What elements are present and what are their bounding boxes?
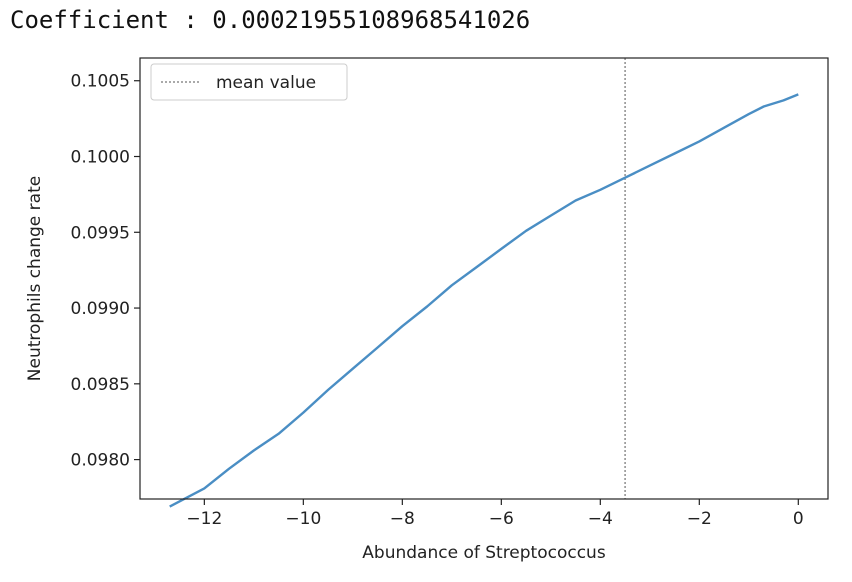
x-tick-label: −8	[390, 509, 415, 529]
y-tick-label: 0.0995	[71, 223, 130, 243]
y-axis-label: Neutrophils change rate	[25, 176, 45, 381]
x-axis: −12 −10 −8 −6 −4 −2 0	[186, 499, 804, 529]
y-tick-label: 0.1005	[71, 72, 130, 92]
x-axis-label: Abundance of Streptococcus	[362, 543, 606, 563]
y-tick-label: 0.1000	[71, 148, 130, 168]
plot-frame	[139, 57, 829, 500]
x-tick-label: −10	[285, 509, 321, 529]
legend: mean value	[150, 63, 348, 101]
x-tick-label: −4	[588, 509, 613, 529]
x-tick-label: −12	[186, 509, 222, 529]
plot-area	[140, 58, 828, 499]
x-tick-label: −2	[687, 509, 712, 529]
x-tick-label: 0	[793, 509, 804, 529]
series-group	[169, 93, 799, 508]
legend-entry-mean-value: mean value	[216, 73, 316, 93]
coefficient-header: Coefficient : 0.00021955108968541026	[10, 6, 531, 34]
legend-box	[150, 63, 348, 101]
y-tick-label: 0.0980	[71, 451, 130, 471]
y-tick-label: 0.0985	[71, 375, 130, 395]
y-axis: 0.0980 0.0985 0.0990 0.0995 0.1000 0.1005	[71, 72, 140, 471]
series-line-0	[169, 93, 799, 508]
y-tick-label: 0.0990	[71, 299, 130, 319]
x-tick-label: −6	[489, 509, 514, 529]
